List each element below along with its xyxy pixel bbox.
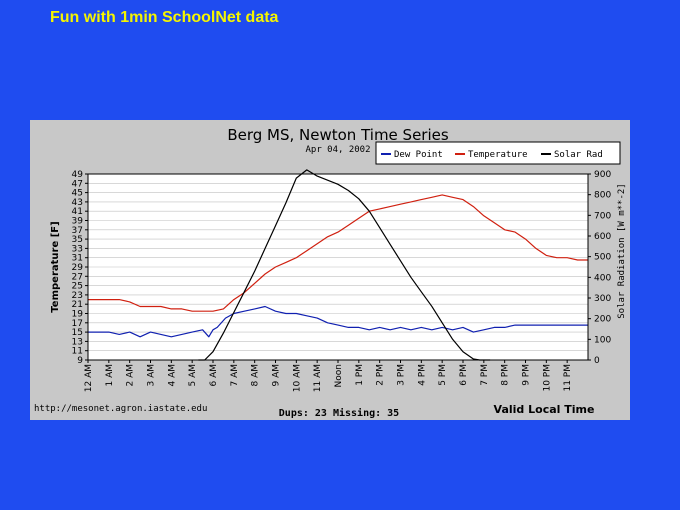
x-tick-label: 9 PM <box>522 364 532 386</box>
x-tick-label: 6 PM <box>459 364 469 386</box>
y-left-tick-label: 47 <box>72 179 83 189</box>
footer-stats: Dups: 23 Missing: 35 <box>279 407 399 419</box>
legend-box <box>375 141 621 165</box>
x-tick-label: 8 AM <box>251 364 261 387</box>
y-right-tick-label: 900 <box>594 170 611 180</box>
y-left-tick-label: 19 <box>72 310 84 320</box>
y-left-tick-label: 35 <box>72 235 83 245</box>
series-line-solar-rad <box>198 169 491 361</box>
footer-url: http://mesonet.agron.iastate.edu <box>34 404 207 414</box>
x-tick-label: 5 AM <box>188 364 198 387</box>
y-left-tick-label: 9 <box>77 356 83 366</box>
legend-label-dew-point: Dew Point <box>394 150 443 160</box>
x-tick-label: 4 PM <box>417 364 427 386</box>
y-left-tick-label: 41 <box>72 207 83 217</box>
legend-label-temperature: Temperature <box>468 150 528 160</box>
axis-layer: 9111315171921232527293133353739414345474… <box>72 170 612 392</box>
y-left-tick-label: 43 <box>72 198 83 208</box>
y-right-tick-label: 300 <box>594 294 611 304</box>
x-tick-label: 3 AM <box>147 364 157 387</box>
gridlines <box>88 173 588 361</box>
x-tick-label: 11 AM <box>313 364 323 392</box>
page-title: Fun with 1min SchoolNet data <box>50 9 279 26</box>
y-left-tick-label: 25 <box>72 282 83 292</box>
x-tick-label: 7 PM <box>480 364 490 386</box>
series-line-dew-point <box>88 305 588 338</box>
x-tick-label: 2 AM <box>126 364 136 387</box>
x-tick-label: 4 AM <box>167 364 177 387</box>
y-left-tick-label: 45 <box>72 189 83 199</box>
chart-subtitle: Apr 04, 2002 <box>305 145 370 155</box>
legend-label-solar-rad: Solar Rad <box>554 150 603 160</box>
y-axis-label-right: Solar Radiation [W m**-2] <box>617 183 627 318</box>
y-left-tick-label: 31 <box>72 254 83 264</box>
y-left-tick-label: 37 <box>72 226 83 236</box>
y-right-tick-label: 600 <box>594 232 611 242</box>
y-left-tick-label: 11 <box>72 347 83 357</box>
x-tick-label: 10 AM <box>292 364 302 392</box>
y-axis-label-left: Temperature [F] <box>50 221 61 312</box>
series-layer <box>88 169 588 361</box>
y-right-tick-label: 400 <box>594 273 611 283</box>
x-tick-label: 1 AM <box>105 364 115 387</box>
y-right-tick-label: 500 <box>594 253 611 263</box>
x-tick-label: 11 PM <box>563 364 573 392</box>
x-tick-label: 10 PM <box>542 364 552 392</box>
x-tick-label: 7 AM <box>230 364 240 387</box>
x-tick-label: 1 PM <box>355 364 365 386</box>
y-left-tick-label: 49 <box>72 170 84 180</box>
series-line-temperature <box>88 194 588 312</box>
x-tick-label: 12 AM <box>84 364 94 392</box>
chart-title: Berg MS, Newton Time Series <box>227 126 449 144</box>
x-tick-label: 5 PM <box>438 364 448 386</box>
x-tick-label: Noon <box>334 364 344 387</box>
x-tick-label: 3 PM <box>397 364 407 386</box>
x-tick-label: 2 PM <box>376 364 386 386</box>
y-right-tick-label: 0 <box>594 356 600 366</box>
y-right-tick-label: 200 <box>594 315 611 325</box>
y-right-tick-label: 100 <box>594 335 611 345</box>
x-tick-label: 6 AM <box>209 364 219 387</box>
y-left-tick-label: 17 <box>72 319 83 329</box>
y-left-tick-label: 33 <box>72 244 83 254</box>
y-left-tick-label: 29 <box>72 263 84 273</box>
y-left-tick-label: 13 <box>72 337 83 347</box>
y-left-tick-label: 23 <box>72 291 83 301</box>
x-axis-label: Valid Local Time <box>494 403 595 416</box>
x-tick-label: 8 PM <box>501 364 511 386</box>
y-left-tick-label: 39 <box>72 217 84 227</box>
y-left-tick-label: 21 <box>72 300 83 310</box>
y-left-tick-label: 27 <box>72 272 83 282</box>
legend: Dew Point Temperature Solar Rad <box>375 141 621 165</box>
x-tick-label: 9 AM <box>272 364 282 387</box>
y-right-tick-label: 700 <box>594 211 611 221</box>
y-left-tick-label: 15 <box>72 328 83 338</box>
y-right-tick-label: 800 <box>594 191 611 201</box>
